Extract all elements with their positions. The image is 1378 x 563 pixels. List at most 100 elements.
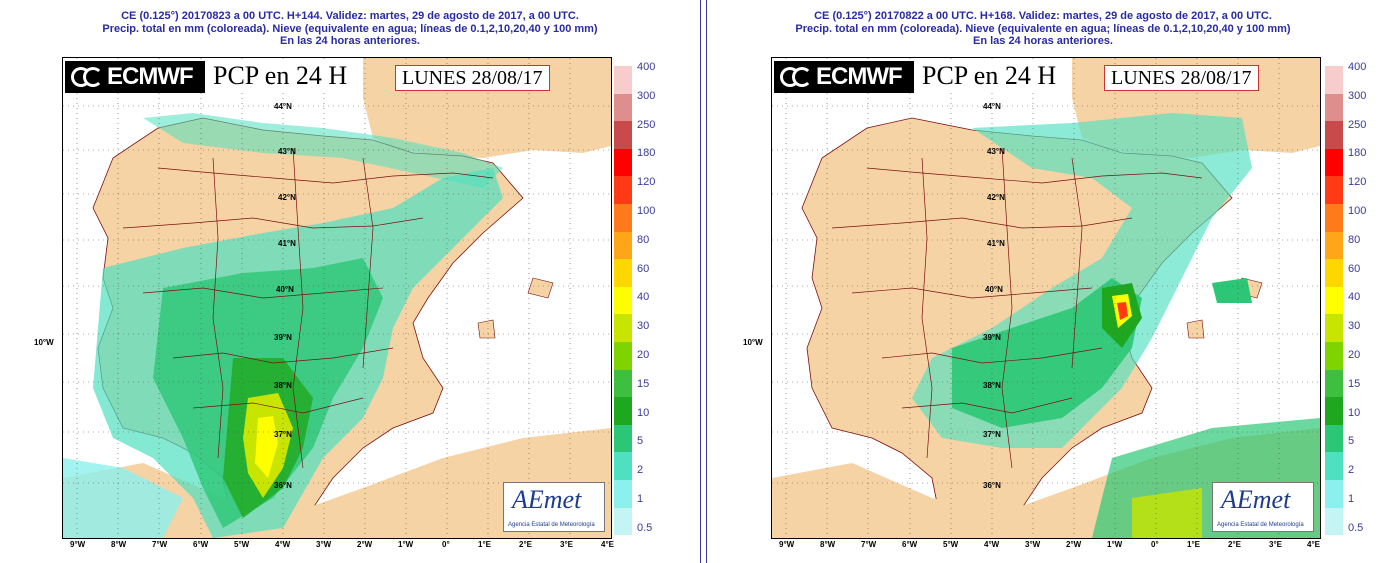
legend-swatch: [1325, 231, 1343, 260]
legend-label: 20: [637, 348, 650, 361]
ecmwf-logo: ECMWF: [774, 61, 914, 93]
lat-label: 37°N: [274, 430, 292, 439]
lat-label: 40°N: [985, 285, 1003, 294]
legend-swatch: [1325, 259, 1343, 287]
lat-label: 39°N: [274, 333, 292, 342]
lon-label: 7°W: [861, 540, 877, 549]
legend-label: 400: [1348, 61, 1367, 73]
aemet-logo-text: AEmet: [512, 485, 582, 514]
lon-label: 1°E: [478, 540, 491, 549]
lon-label: 1°W: [1107, 540, 1123, 549]
legend-swatch: [1325, 286, 1343, 315]
legend-label: 0.5: [637, 521, 653, 534]
legend-swatch: [1325, 121, 1343, 149]
legend-swatch: [1325, 66, 1343, 94]
lat-label: 41°N: [278, 239, 296, 248]
legend-label: 100: [637, 204, 656, 217]
ecmwf-mark-icon: [71, 66, 105, 88]
legend-label: 250: [1348, 118, 1367, 131]
header-run-line: CE (0.125°) 20170823 a 00 UTC. H+144. Va…: [121, 10, 579, 22]
legend-label: 40: [1348, 291, 1361, 304]
lat-label: 40°N: [276, 285, 294, 294]
product-title: PCP en 24 H: [918, 59, 1061, 93]
lon-label: 2°E: [519, 540, 532, 549]
legend-labels: 400 300 250 180 120 100 80 60 40 30 20 15 10 5 2 1 0.5: [637, 60, 655, 550]
lat-label: 44°N: [274, 102, 292, 111]
legend-swatch: [1325, 479, 1343, 508]
legend-label: 0.5: [1348, 521, 1364, 534]
lat-label: 42°N: [987, 193, 1005, 202]
aemet-logo: AEmet Agencia Estatal de Meteorología: [503, 482, 605, 532]
aemet-logo-text: AEmet: [1221, 485, 1291, 514]
lon-label: 6°W: [902, 540, 918, 549]
legend-swatch: [1325, 452, 1343, 480]
valid-date: LUNES 28/08/17: [1104, 65, 1259, 91]
legend-label: 5: [1348, 435, 1355, 448]
legend-label: 1: [637, 492, 644, 505]
lat-label: 39°N: [983, 333, 1001, 342]
legend-swatch: [614, 259, 632, 287]
lon-label: 1°W: [398, 540, 414, 549]
product-title: PCP en 24 H: [209, 59, 352, 93]
legend-label: 1: [1348, 492, 1355, 505]
legend-label: 250: [637, 118, 656, 131]
lon-label: 3°W: [316, 540, 332, 549]
legend-swatch: [1325, 203, 1343, 232]
side-lon-label: 10°W: [34, 338, 54, 347]
map-header: CE (0.125°) 20170822 a 00 UTC. H+168. Va…: [707, 10, 1378, 48]
aemet-logo-subtitle: Agencia Estatal de Meteorología: [508, 522, 595, 528]
lat-label: 44°N: [983, 102, 1001, 111]
lon-label: 5°W: [234, 540, 250, 549]
legend-label: 2: [637, 464, 644, 477]
lat-label: 38°N: [983, 381, 1001, 390]
lon-label: 8°W: [111, 540, 127, 549]
lat-label: 38°N: [274, 381, 292, 390]
legend-swatch: [614, 203, 632, 232]
lon-label: 2°E: [1228, 540, 1241, 549]
map-canvas: [772, 58, 1320, 538]
aemet-logo-subtitle: Agencia Estatal de Meteorología: [1217, 522, 1304, 528]
lon-label: 6°W: [193, 540, 209, 549]
legend-swatch: [614, 286, 632, 315]
legend-label: 120: [637, 176, 656, 189]
legend-swatch: [614, 148, 632, 177]
legend-label: 100: [1348, 204, 1367, 217]
legend-swatch: [614, 231, 632, 260]
legend-label: 15: [1348, 377, 1361, 390]
legend-label: 10: [1348, 406, 1361, 419]
lat-label: 36°N: [983, 481, 1001, 490]
legend-swatch: [1325, 176, 1343, 204]
lon-label: 4°W: [984, 540, 1000, 549]
header-period-line: En las 24 horas anteriores.: [972, 35, 1113, 47]
legend-label: 30: [637, 320, 650, 333]
lon-label: 4°W: [275, 540, 291, 549]
legend-swatch: [1325, 93, 1343, 122]
lat-label: 36°N: [274, 481, 292, 490]
lon-label: 3°E: [560, 540, 573, 549]
legend-label: 20: [1348, 348, 1361, 361]
legend-swatch: [1325, 507, 1343, 536]
precipitation-map: ECMWF PCP en 24 H LUNES 28/08/17 44°N 43…: [62, 57, 612, 539]
lat-label: 43°N: [278, 147, 296, 156]
legend-label: 180: [637, 147, 656, 160]
ecmwf-logo: ECMWF: [65, 61, 205, 93]
legend-swatch: [1325, 148, 1343, 177]
lon-label: 4°E: [601, 540, 614, 549]
legend-label: 60: [637, 262, 650, 275]
legend-label: 40: [637, 291, 650, 304]
color-legend: [1325, 66, 1345, 536]
header-run-line: CE (0.125°) 20170822 a 00 UTC. H+168. Va…: [814, 10, 1272, 22]
legend-swatch: [1325, 424, 1343, 453]
legend-label: 15: [637, 377, 650, 390]
lon-label: 7°W: [152, 540, 168, 549]
forecast-panel-left: CE (0.125°) 20170823 a 00 UTC. H+144. Va…: [34, 0, 701, 563]
legend-label: 300: [637, 89, 656, 102]
lon-label: 3°E: [1269, 540, 1282, 549]
map-canvas: [63, 58, 611, 538]
lon-label: 0°: [1151, 540, 1159, 549]
legend-labels: 400 300 250 180 120 100 80 60 40 30 20 15 10 5 2 1 0.5: [1348, 60, 1366, 550]
lon-label: 8°W: [820, 540, 836, 549]
legend-label: 30: [1348, 320, 1361, 333]
ecmwf-mark-icon: [780, 66, 814, 88]
lon-label: 5°W: [943, 540, 959, 549]
